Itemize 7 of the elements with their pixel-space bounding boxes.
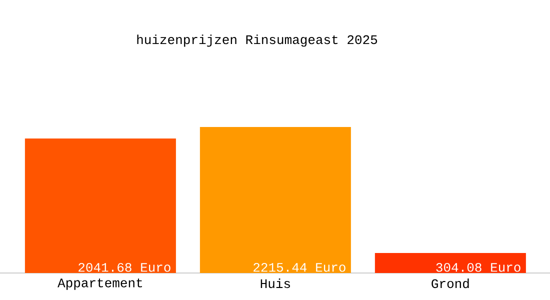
data-label: 2041.68 Euro bbox=[78, 262, 170, 272]
chart-title: huizenprijzen Rinsumageast 2025 bbox=[137, 34, 378, 47]
data-label: 2215.44 Euro bbox=[254, 262, 346, 272]
x-tick-label: Grond bbox=[432, 278, 469, 288]
x-tick-label: Appartement bbox=[58, 278, 142, 290]
data-label: 304.08 Euro bbox=[436, 262, 520, 272]
x-tick-label: Huis bbox=[260, 278, 290, 288]
